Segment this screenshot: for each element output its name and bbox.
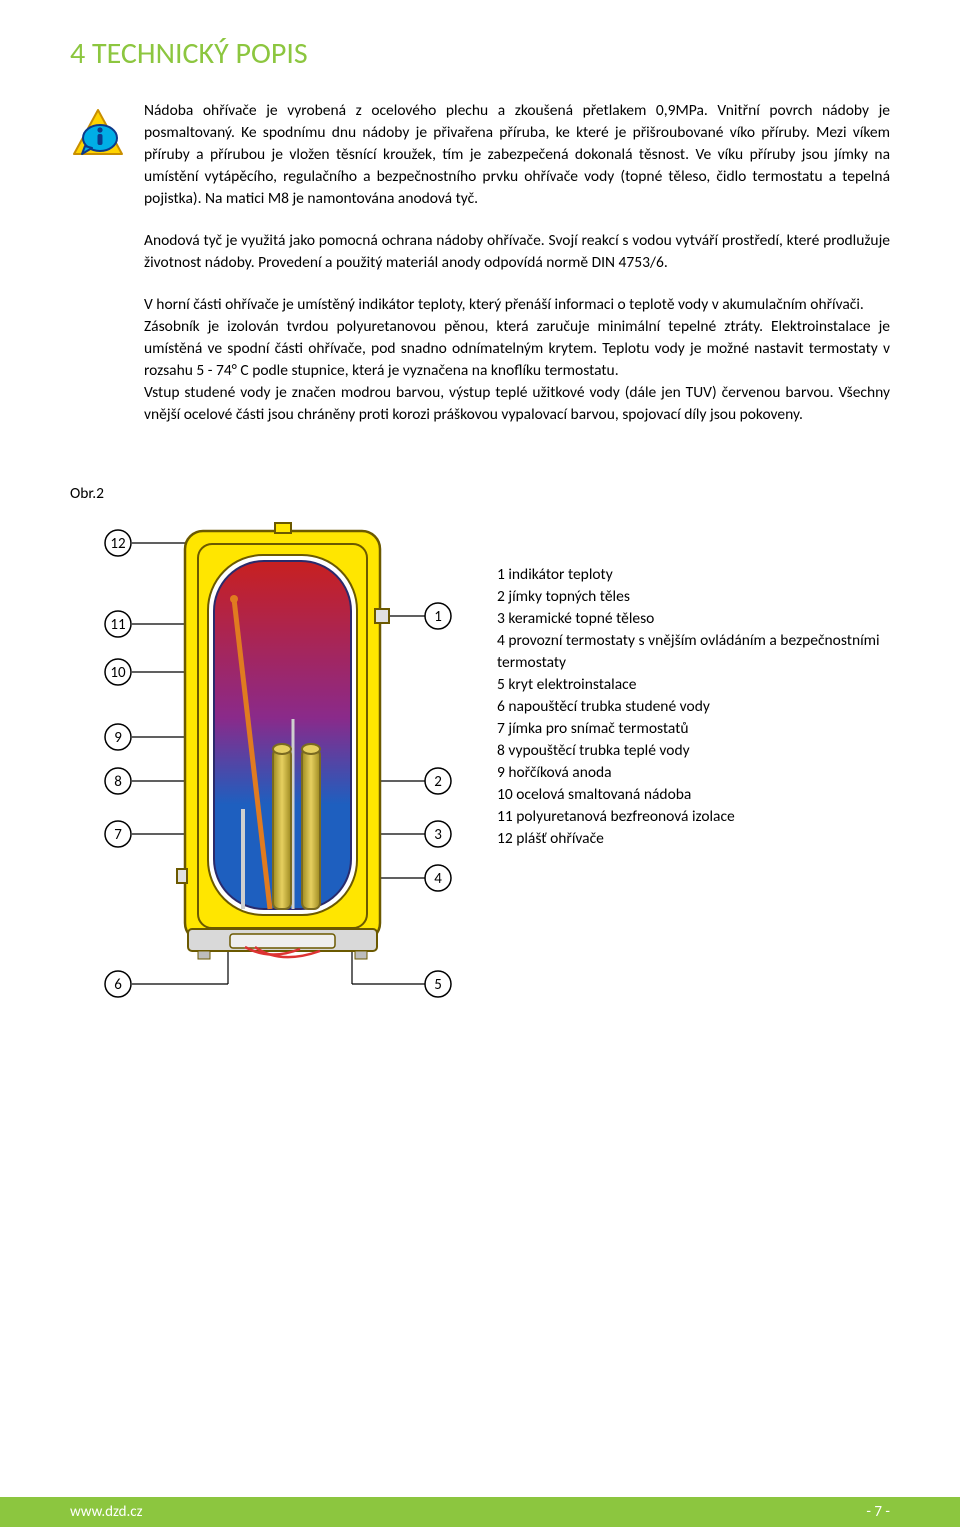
legend-item: 9 hořčíková anoda — [497, 762, 890, 784]
para-3: V horní části ohřívače je umístěný indik… — [144, 294, 890, 426]
legend-item: 12 plášť ohřívače — [497, 828, 890, 850]
para-2: Anodová tyč je využitá jako pomocná ochr… — [144, 230, 890, 274]
footer: www.dzd.cz - 7 - — [0, 1497, 960, 1527]
svg-text:7: 7 — [114, 826, 122, 844]
svg-text:4: 4 — [434, 870, 442, 888]
legend-item: 3 keramické topné těleso — [497, 608, 890, 630]
info-icon — [70, 100, 126, 446]
figure-label: Obr.2 — [70, 484, 890, 503]
legend-item: 7 jímka pro snímač termostatů — [497, 718, 890, 740]
section-heading: 4 TECHNICKÝ POPIS — [70, 35, 890, 72]
svg-text:12: 12 — [110, 535, 125, 553]
legend-item: 5 kryt elektroinstalace — [497, 674, 890, 696]
heater-diagram: 12 11 10 9 8 7 6 1 2 3 4 5 — [70, 509, 475, 1029]
svg-text:10: 10 — [110, 664, 126, 682]
legend-item: 8 vypouštěcí trubka teplé vody — [497, 740, 890, 762]
svg-text:6: 6 — [114, 976, 122, 994]
svg-text:5: 5 — [434, 976, 442, 994]
footer-site: www.dzd.cz — [70, 1503, 143, 1521]
svg-text:2: 2 — [434, 773, 442, 791]
footer-page: - 7 - — [866, 1503, 890, 1521]
para-1: Nádoba ohřívače je vyrobená z ocelového … — [144, 100, 890, 210]
svg-text:8: 8 — [114, 773, 122, 791]
intro-block: Nádoba ohřívače je vyrobená z ocelového … — [70, 100, 890, 446]
legend: 1 indikátor teploty 2 jímky topných těle… — [497, 509, 890, 850]
legend-item: 2 jímky topných těles — [497, 586, 890, 608]
svg-text:11: 11 — [110, 616, 125, 634]
figure-row: 12 11 10 9 8 7 6 1 2 3 4 5 1 indikátor t… — [70, 509, 890, 1029]
legend-item: 6 napouštěcí trubka studené vody — [497, 696, 890, 718]
svg-text:3: 3 — [434, 826, 442, 844]
legend-item: 10 ocelová smaltovaná nádoba — [497, 784, 890, 806]
paragraph-1: Nádoba ohřívače je vyrobená z ocelového … — [144, 100, 890, 446]
legend-item: 4 provozní termostaty s vnějším ovládání… — [497, 630, 890, 674]
legend-item: 11 polyuretanová bezfreonová izolace — [497, 806, 890, 828]
svg-text:1: 1 — [434, 608, 442, 626]
svg-text:9: 9 — [114, 729, 122, 747]
legend-item: 1 indikátor teploty — [497, 564, 890, 586]
